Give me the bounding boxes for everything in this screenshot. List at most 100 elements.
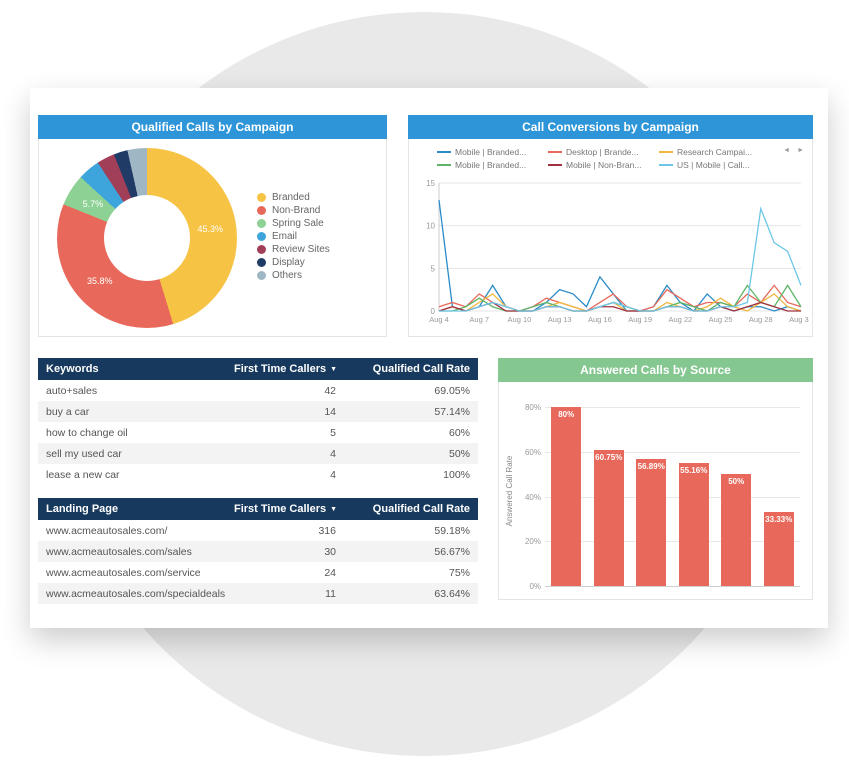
x-tick-label: Aug 22 — [668, 315, 692, 324]
x-axis — [545, 586, 800, 587]
keywords-row: lease a new car 4 100% — [38, 464, 478, 485]
table-cell: 60% — [448, 426, 470, 439]
legend-color-dot — [257, 245, 266, 254]
qualified-calls-panel: Qualified Calls by Campaign 45.3% 35.8% 5.… — [38, 115, 387, 337]
table-cell: 57.14% — [434, 405, 470, 418]
legend-prev-arrow[interactable]: ◄ — [783, 147, 791, 154]
keywords-column-header: Qualified Call Rate — [344, 363, 478, 375]
y-tick-label: 0 — [431, 307, 436, 316]
donut-hole — [104, 195, 190, 281]
y-tick-label: 80% — [524, 403, 541, 413]
bar-chart: 0% 20% 40% 60% 80% 80% 60.75% 56.89% 55.16% 50% 33… — [525, 394, 800, 591]
x-tick-label: Aug 16 — [588, 315, 612, 324]
sort-desc-icon: ▼ — [330, 366, 338, 373]
legend-item-branded[interactable]: Branded — [257, 191, 330, 204]
x-tick-label: Aug 13 — [548, 315, 572, 324]
y-tick-label: 5 — [431, 264, 436, 273]
legend-line-swatch — [548, 163, 562, 166]
keywords-column-header[interactable]: First Time Callers ▼ — [234, 363, 344, 375]
bar-chart-area: Answered Call Rate 0% 20% 40% 60% 80% 80% 60.7… — [498, 382, 813, 600]
line-legend-item[interactable]: Mobile | Branded... — [437, 158, 548, 171]
table-cell: auto+sales — [46, 384, 98, 397]
landing-page-column-header: Qualified Call Rate — [344, 503, 478, 515]
gridline — [545, 496, 800, 498]
y-tick-label: 20% — [524, 537, 541, 547]
keywords-row: sell my used car 4 50% — [38, 443, 478, 464]
legend-label: Mobile | Branded... — [455, 146, 527, 157]
table-cell: 4 — [330, 447, 336, 460]
table-cell: 11 — [325, 587, 336, 600]
donut-chart: 45.3% 35.8% 5.7% — [57, 148, 237, 328]
line-legend-item[interactable]: Research Campai... — [659, 145, 770, 158]
table-cell: sell my used car — [46, 447, 122, 460]
qualified-calls-title: Qualified Calls by Campaign — [131, 120, 294, 134]
line-legend-item[interactable]: US | Mobile | Call... — [659, 158, 770, 171]
column-label: First Time Callers — [234, 363, 327, 375]
legend-item-display[interactable]: Display — [257, 256, 330, 269]
legend-item-email[interactable]: Email — [257, 230, 330, 243]
x-tick-label: Aug 4 — [429, 315, 449, 324]
call-conversions-header: Call Conversions by Campaign — [408, 115, 813, 139]
keywords-column-header: Keywords — [38, 363, 234, 375]
table-cell: 75% — [448, 566, 470, 579]
dashboard-card: Qualified Calls by Campaign 45.3% 35.8% 5.… — [30, 88, 828, 628]
keywords-row: how to change oil 5 60% — [38, 422, 478, 443]
table-cell: www.acmeautosales.com/ — [46, 524, 168, 537]
legend-label: Review Sites — [272, 244, 330, 255]
bar: 56.89% — [636, 459, 667, 586]
legend-label: US | Mobile | Call... — [677, 159, 750, 170]
legend-line-swatch — [548, 150, 562, 153]
column-label: Qualified Call Rate — [372, 503, 470, 515]
bar-value-label: 55.16% — [680, 465, 708, 475]
table-cell: www.acmeautosales.com/service — [46, 566, 201, 579]
column-label: Keywords — [46, 363, 99, 375]
line-legend-item[interactable]: Mobile | Branded... — [437, 145, 548, 158]
legend-label: Non-Brand — [272, 205, 321, 216]
legend-color-dot — [257, 219, 266, 228]
legend-item-non-brand[interactable]: Non-Brand — [257, 204, 330, 217]
bar-value-label: 33.33% — [765, 514, 793, 524]
bar: 80% — [551, 407, 582, 586]
bar: 33.33% — [763, 511, 794, 586]
legend-label: Desktop | Brande... — [566, 146, 639, 157]
landing-page-row: www.acmeautosales.com/sales 30 56.67% — [38, 541, 478, 562]
legend-label: Mobile | Non-Bran... — [566, 159, 642, 170]
legend-item-spring-sale[interactable]: Spring Sale — [257, 217, 330, 230]
line-legend-item[interactable]: Desktop | Brande... — [548, 145, 659, 158]
donut-slice-label: 45.3% — [197, 223, 224, 234]
line-legend: Mobile | Branded... Desktop | Brande... Re… — [437, 145, 772, 171]
table-cell: lease a new car — [46, 468, 120, 481]
table-cell: www.acmeautosales.com/sales — [46, 545, 192, 558]
legend-item-others[interactable]: Others — [257, 269, 330, 282]
call-conversions-panel: Call Conversions by Campaign Mobile | Br… — [408, 115, 813, 337]
bar-value-label: 56.89% — [637, 462, 665, 471]
line-chart: 0 5 10 15 Aug 4 Aug 7 Aug 10 Aug 13 Aug 16 Aug 19… — [426, 179, 809, 324]
table-cell: 14 — [324, 405, 336, 418]
x-tick-label: Aug 31 — [789, 315, 809, 324]
table-cell: 316 — [318, 524, 336, 537]
bar-value-label: 80% — [558, 410, 575, 420]
bar: 55.16% — [678, 462, 709, 586]
gridline — [545, 452, 800, 454]
y-tick-label: 10 — [426, 222, 435, 231]
line-legend-item[interactable]: Mobile | Non-Bran... — [548, 158, 659, 171]
keywords-row: auto+sales 42 69.05% — [38, 380, 478, 401]
legend-label: Mobile | Branded... — [455, 159, 527, 170]
donut-slice-label: 35.8% — [87, 276, 113, 287]
legend-line-swatch — [659, 163, 673, 166]
table-cell: 63.64% — [434, 587, 470, 600]
keywords-header-row: Keywords First Time Callers ▼ Qualified Cal… — [38, 358, 478, 380]
legend-item-review-sites[interactable]: Review Sites — [257, 243, 330, 256]
bar: 50% — [721, 474, 752, 586]
landing-page-column-header: Landing Page — [38, 503, 234, 515]
landing-page-header-row: Landing Page First Time Callers ▼ Qualified… — [38, 498, 478, 520]
legend-line-swatch — [437, 163, 451, 166]
legend-label: Email — [272, 231, 298, 242]
legend-next-arrow[interactable]: ► — [797, 147, 804, 154]
table-cell: 69.05% — [434, 384, 470, 397]
bar-value-label: 50% — [728, 477, 745, 487]
landing-page-column-header[interactable]: First Time Callers ▼ — [234, 503, 344, 515]
table-cell: buy a car — [46, 405, 90, 418]
y-tick-label: 40% — [524, 492, 541, 502]
table-cell: 100% — [443, 468, 470, 481]
